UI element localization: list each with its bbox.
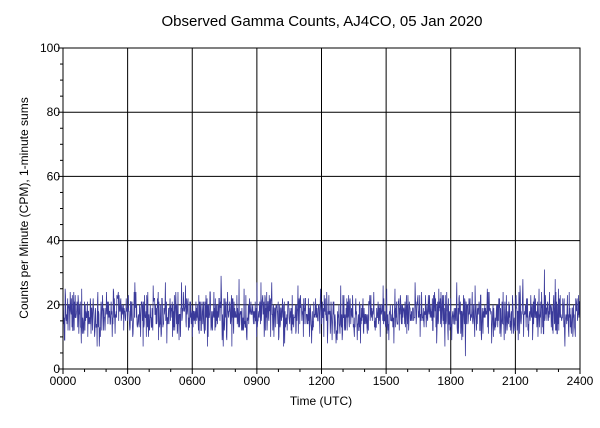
x-tick-label: 0600 bbox=[179, 374, 206, 388]
series-layer bbox=[62, 269, 581, 357]
y-axis-label: Counts per Minute (CPM), 1-minute sums bbox=[17, 97, 31, 318]
x-tick-label: 0300 bbox=[114, 374, 141, 388]
x-axis-label: Time (UTC) bbox=[290, 394, 352, 408]
x-tick-label: 2100 bbox=[502, 374, 529, 388]
x-tick-label: 0900 bbox=[244, 374, 271, 388]
y-tick-label: 20 bbox=[47, 298, 61, 312]
y-tick-label: 60 bbox=[47, 169, 61, 183]
y-tick-label: 100 bbox=[40, 41, 60, 55]
y-tick-label: 0 bbox=[53, 362, 60, 376]
x-tick-label: 1200 bbox=[308, 374, 335, 388]
x-tick-label: 2400 bbox=[567, 374, 594, 388]
y-tick-label: 40 bbox=[47, 234, 61, 248]
x-tick-label: 1500 bbox=[373, 374, 400, 388]
x-tick-label: 1800 bbox=[437, 374, 464, 388]
chart-title: Observed Gamma Counts, AJ4CO, 05 Jan 202… bbox=[162, 13, 483, 30]
y-axis: 0 20 40 60 80 100 bbox=[40, 41, 63, 376]
x-axis: 0000 0300 0600 0900 1200 1500 1800 2100 2400 bbox=[50, 369, 594, 388]
y-tick-label: 80 bbox=[47, 105, 61, 119]
x-tick-label: 0000 bbox=[50, 374, 77, 388]
series-line bbox=[62, 269, 581, 357]
